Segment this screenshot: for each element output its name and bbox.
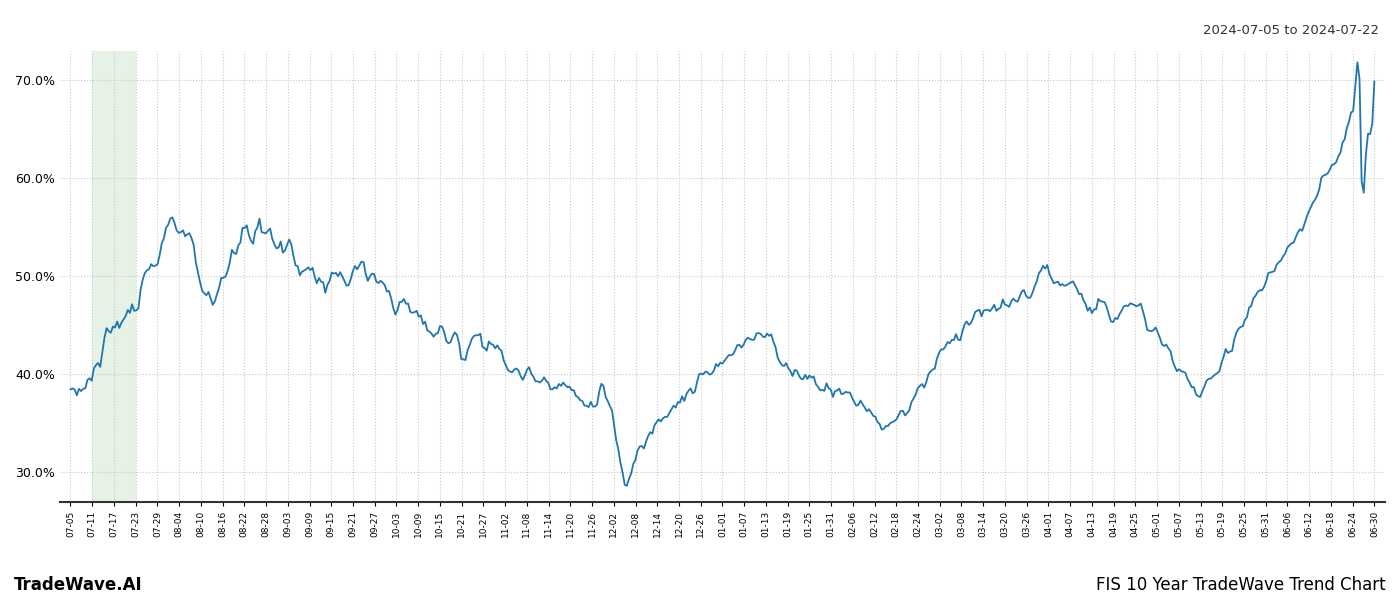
Bar <box>92 51 136 502</box>
Text: 2024-07-05 to 2024-07-22: 2024-07-05 to 2024-07-22 <box>1203 24 1379 37</box>
Text: FIS 10 Year TradeWave Trend Chart: FIS 10 Year TradeWave Trend Chart <box>1096 576 1386 594</box>
Text: TradeWave.AI: TradeWave.AI <box>14 576 143 594</box>
